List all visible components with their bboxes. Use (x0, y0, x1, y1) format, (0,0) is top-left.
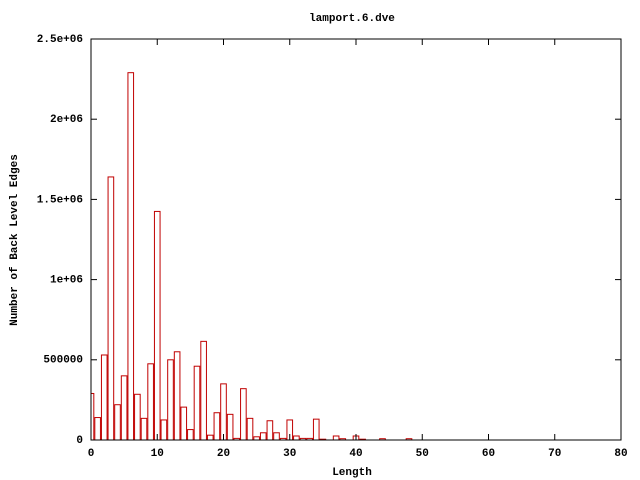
bar (293, 435, 300, 440)
bar (120, 375, 128, 440)
y-tick-label: 500000 (43, 355, 83, 367)
x-tick-label: 40 (349, 448, 362, 460)
bar (134, 393, 141, 440)
x-tick-label: 30 (283, 448, 296, 460)
bar (127, 72, 135, 440)
bar (213, 412, 221, 440)
bar (286, 419, 294, 440)
bar (167, 359, 174, 440)
x-axis-label: Length (332, 467, 372, 479)
bar (153, 210, 161, 440)
bar (173, 351, 181, 440)
bar (94, 417, 101, 440)
bar (240, 388, 247, 440)
x-tick-label: 0 (88, 448, 95, 460)
chart-title: lamport.6.dve (309, 13, 395, 25)
bar (332, 435, 340, 440)
y-tick-label: 2.5e+06 (37, 34, 83, 46)
x-tick-label: 60 (482, 448, 495, 460)
bar (160, 419, 168, 440)
plot-border (90, 38, 622, 441)
bar (107, 176, 115, 440)
x-tick-label: 70 (548, 448, 561, 460)
bars (91, 72, 413, 440)
x-tick-label: 10 (151, 448, 164, 460)
bar (187, 429, 194, 440)
bar (180, 406, 188, 440)
x-tick-label: 80 (614, 448, 627, 460)
bar (266, 420, 274, 440)
bar (220, 383, 227, 440)
bar (114, 404, 121, 440)
bar (259, 432, 267, 440)
bar (312, 418, 320, 440)
y-tick-label: 1e+06 (50, 275, 83, 287)
bar (147, 363, 154, 440)
bar (200, 340, 207, 440)
bar (100, 354, 108, 440)
x-tick-label: 50 (416, 448, 429, 460)
x-tick-label: 20 (217, 448, 230, 460)
bar (206, 434, 214, 440)
bar (226, 413, 234, 440)
y-tick-label: 1.5e+06 (37, 194, 83, 206)
bar (91, 392, 95, 440)
bar (193, 365, 201, 440)
bar (140, 417, 148, 440)
bar (246, 417, 254, 440)
y-axis-label: Number of Back Level Edges (9, 154, 21, 326)
y-tick-label: 2e+06 (50, 114, 83, 126)
bar (273, 432, 280, 440)
y-tick-label: 0 (76, 435, 83, 447)
